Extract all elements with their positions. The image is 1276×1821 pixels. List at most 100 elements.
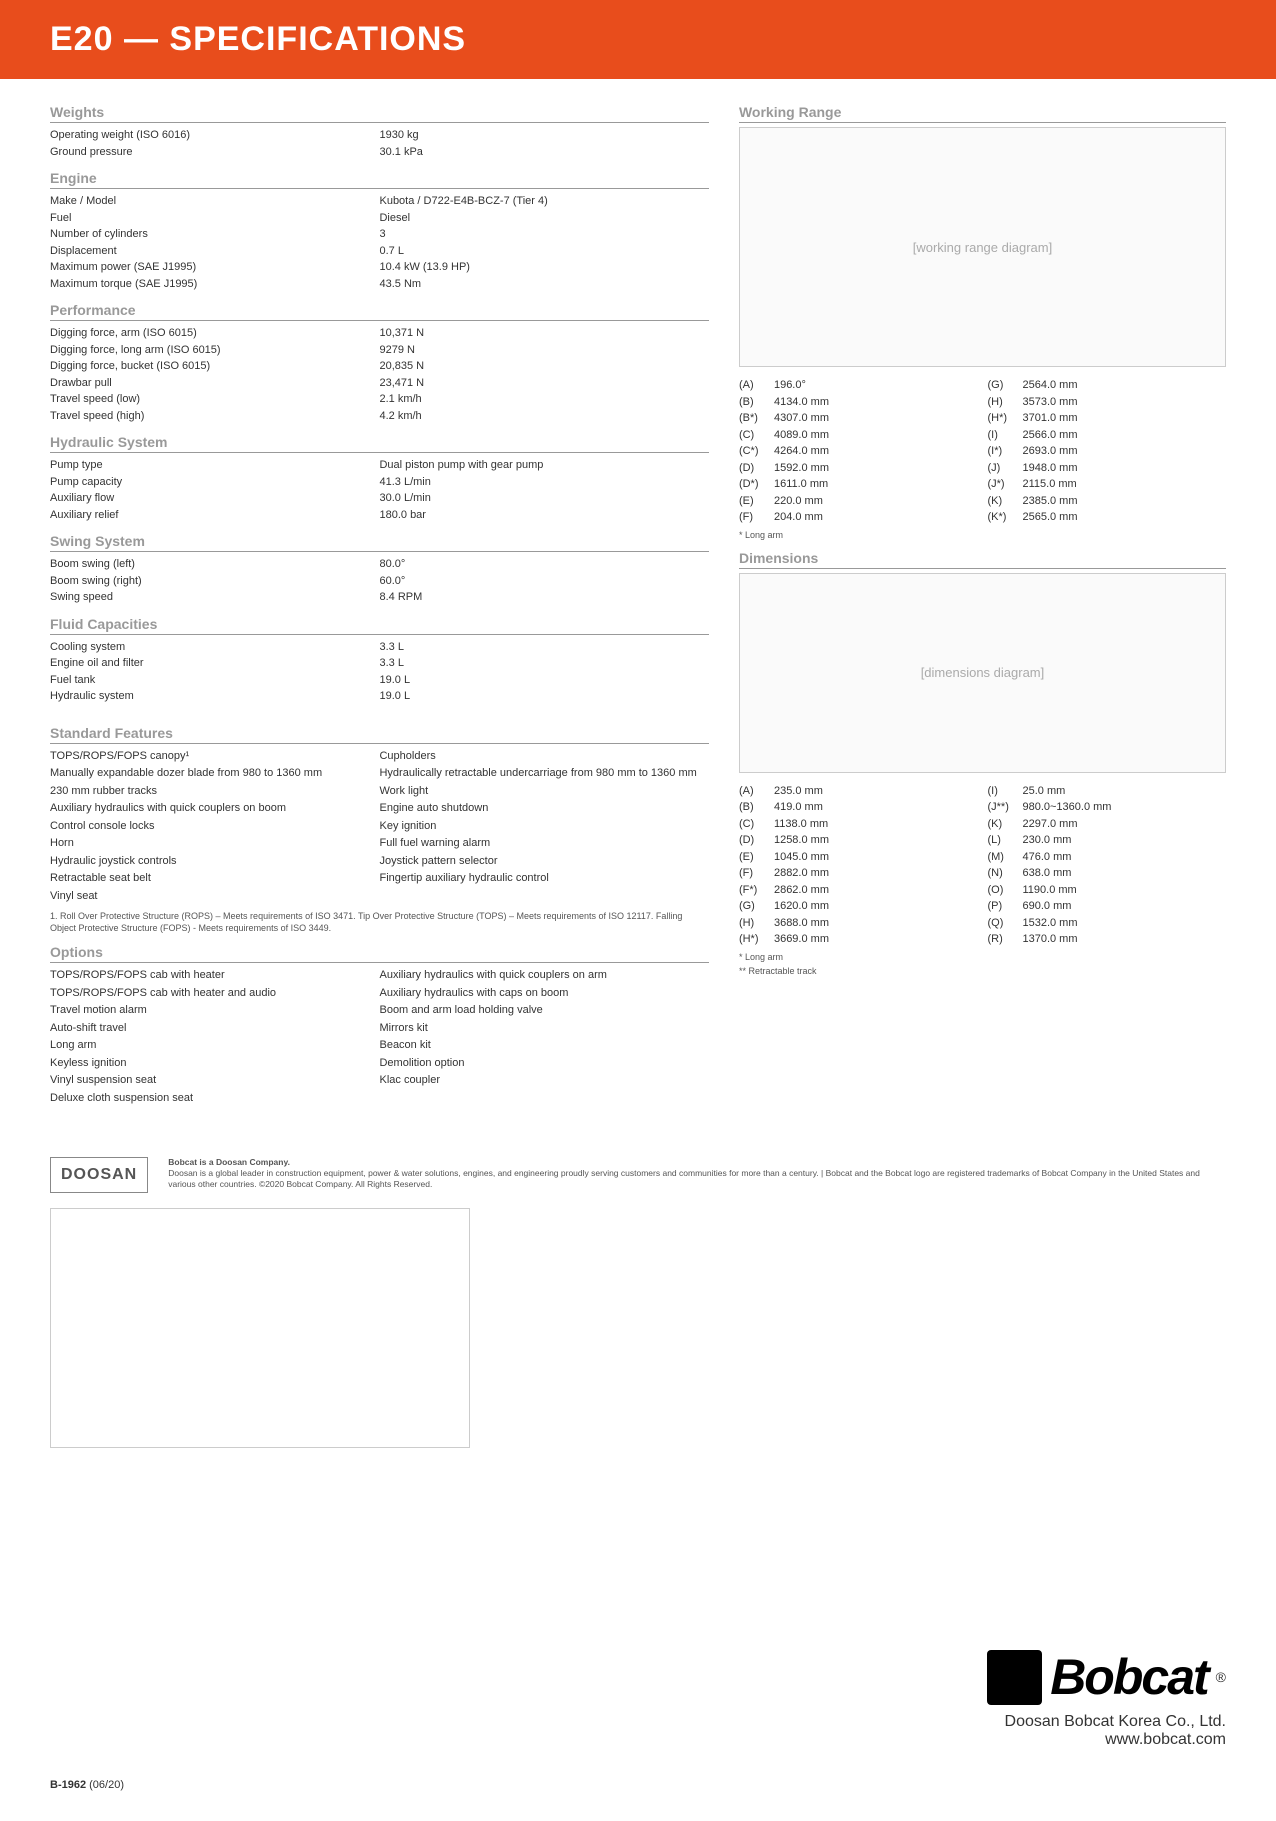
dim-key: (H*)	[739, 931, 774, 948]
dim-row: (B)419.0 mm	[739, 799, 978, 816]
dim-value: 3688.0 mm	[774, 915, 829, 932]
section-fluid-rows: Cooling system3.3 LEngine oil and filter…	[50, 639, 709, 705]
dim-row: (J**)980.0~1360.0 mm	[987, 799, 1226, 816]
dim-row: (J)1948.0 mm	[987, 460, 1226, 477]
dim-row: (F)204.0 mm	[739, 509, 978, 526]
dim-row: (J*)2115.0 mm	[987, 476, 1226, 493]
list-item: Horn	[50, 835, 379, 852]
dim-key: (B)	[739, 394, 774, 411]
dim-value: 3573.0 mm	[1022, 394, 1077, 411]
list-item: Fingertip auxiliary hydraulic control	[379, 870, 708, 887]
dim-value: 1370.0 mm	[1022, 931, 1077, 948]
footer-url: www.bobcat.com	[50, 1731, 1226, 1749]
spec-value: 9279 N	[379, 342, 708, 359]
bobcat-wordmark: Bobcat	[1050, 1648, 1207, 1706]
dim-value: 638.0 mm	[1022, 865, 1071, 882]
spec-value: Kubota / D722-E4B-BCZ-7 (Tier 4)	[379, 193, 708, 210]
dim-value: 3701.0 mm	[1022, 410, 1077, 427]
spec-value: Diesel	[379, 210, 708, 227]
dim-value: 196.0°	[774, 377, 806, 394]
footer-company-line: Doosan Bobcat Korea Co., Ltd.	[50, 1713, 1226, 1731]
dim-row: (H*)3669.0 mm	[739, 931, 978, 948]
list-item: Hydraulically retractable undercarriage …	[379, 765, 708, 782]
left-column: Weights Operating weight (ISO 6016)1930 …	[50, 94, 709, 1107]
section-weights-title: Weights	[50, 104, 709, 123]
dim-value: 1190.0 mm	[1022, 882, 1076, 899]
footer-company-heading: Bobcat is a Doosan Company.	[168, 1157, 290, 1167]
dim-key: (G)	[739, 898, 774, 915]
spec-label: Digging force, arm (ISO 6015)	[50, 325, 379, 342]
dim-key: (B)	[739, 799, 774, 816]
spec-value: 8.4 RPM	[379, 589, 708, 606]
spec-row: Hydraulic system19.0 L	[50, 688, 709, 705]
spec-label: Engine oil and filter	[50, 655, 379, 672]
dim-row: (L)230.0 mm	[987, 832, 1226, 849]
spec-value: 30.1 kPa	[379, 144, 708, 161]
spec-value: 19.0 L	[379, 688, 708, 705]
spec-value: 43.5 Nm	[379, 276, 708, 293]
dim-row: (R)1370.0 mm	[987, 931, 1226, 948]
spec-row: Digging force, bucket (ISO 6015)20,835 N	[50, 358, 709, 375]
dim-row: (I*)2693.0 mm	[987, 443, 1226, 460]
spec-row: Ground pressure30.1 kPa	[50, 144, 709, 161]
dim-row: (G)1620.0 mm	[739, 898, 978, 915]
dim-value: 1620.0 mm	[774, 898, 829, 915]
dimensions-grid: (A)235.0 mm(B)419.0 mm(C)1138.0 mm(D)125…	[739, 783, 1226, 948]
list-item: Demolition option	[379, 1055, 708, 1072]
list-item: Beacon kit	[379, 1037, 708, 1054]
dim-row: (C)1138.0 mm	[739, 816, 978, 833]
spec-value: Dual piston pump with gear pump	[379, 457, 708, 474]
spec-value: 41.3 L/min	[379, 474, 708, 491]
dim-value: 25.0 mm	[1022, 783, 1065, 800]
list-item: Vinyl suspension seat	[50, 1072, 379, 1089]
dim-value: 220.0 mm	[774, 493, 823, 510]
dimensions-note-2: ** Retractable track	[739, 966, 1226, 976]
dim-key: (B*)	[739, 410, 774, 427]
dim-row: (D)1258.0 mm	[739, 832, 978, 849]
working-range-diagram: [working range diagram]	[739, 127, 1226, 367]
spec-label: Boom swing (left)	[50, 556, 379, 573]
dim-key: (L)	[987, 832, 1022, 849]
dim-row: (K)2385.0 mm	[987, 493, 1226, 510]
spec-label: Swing speed	[50, 589, 379, 606]
content-area: Weights Operating weight (ISO 6016)1930 …	[0, 94, 1276, 1127]
dim-row: (E)220.0 mm	[739, 493, 978, 510]
spec-row: Cooling system3.3 L	[50, 639, 709, 656]
spec-row: Travel speed (high)4.2 km/h	[50, 408, 709, 425]
dim-value: 690.0 mm	[1022, 898, 1071, 915]
dim-key: (H)	[739, 915, 774, 932]
spec-value: 1930 kg	[379, 127, 708, 144]
dim-value: 476.0 mm	[1022, 849, 1071, 866]
list-item: Key ignition	[379, 818, 708, 835]
dim-row: (A)196.0°	[739, 377, 978, 394]
dim-key: (Q)	[987, 915, 1022, 932]
bobcat-logo-block: Bobcat ® Doosan Bobcat Korea Co., Ltd. w…	[0, 1648, 1276, 1769]
dim-value: 1258.0 mm	[774, 832, 829, 849]
spec-label: Maximum torque (SAE J1995)	[50, 276, 379, 293]
dim-key: (J*)	[987, 476, 1022, 493]
footer-company-text: Doosan is a global leader in constructio…	[168, 1168, 1200, 1189]
spec-row: Maximum power (SAE J1995)10.4 kW (13.9 H…	[50, 259, 709, 276]
dim-key: (F)	[739, 509, 774, 526]
spec-row: Operating weight (ISO 6016)1930 kg	[50, 127, 709, 144]
dim-row: (H)3573.0 mm	[987, 394, 1226, 411]
spec-label: Make / Model	[50, 193, 379, 210]
dim-value: 2566.0 mm	[1022, 427, 1077, 444]
spec-label: Hydraulic system	[50, 688, 379, 705]
dimensions-diagram: [dimensions diagram]	[739, 573, 1226, 773]
dim-value: 1948.0 mm	[1022, 460, 1077, 477]
dim-key: (C)	[739, 816, 774, 833]
dim-key: (D)	[739, 460, 774, 477]
spec-value: 10.4 kW (13.9 HP)	[379, 259, 708, 276]
dim-key: (R)	[987, 931, 1022, 948]
dim-row: (F*)2862.0 mm	[739, 882, 978, 899]
list-item: Engine auto shutdown	[379, 800, 708, 817]
dim-value: 4264.0 mm	[774, 443, 829, 460]
dim-key: (D*)	[739, 476, 774, 493]
dim-row: (D)1592.0 mm	[739, 460, 978, 477]
section-weights-rows: Operating weight (ISO 6016)1930 kgGround…	[50, 127, 709, 160]
spec-value: 4.2 km/h	[379, 408, 708, 425]
footer-text: Bobcat is a Doosan Company. Doosan is a …	[168, 1157, 1226, 1190]
right-column: Working Range [working range diagram] (A…	[739, 94, 1226, 1107]
spec-row: Fuel tank19.0 L	[50, 672, 709, 689]
